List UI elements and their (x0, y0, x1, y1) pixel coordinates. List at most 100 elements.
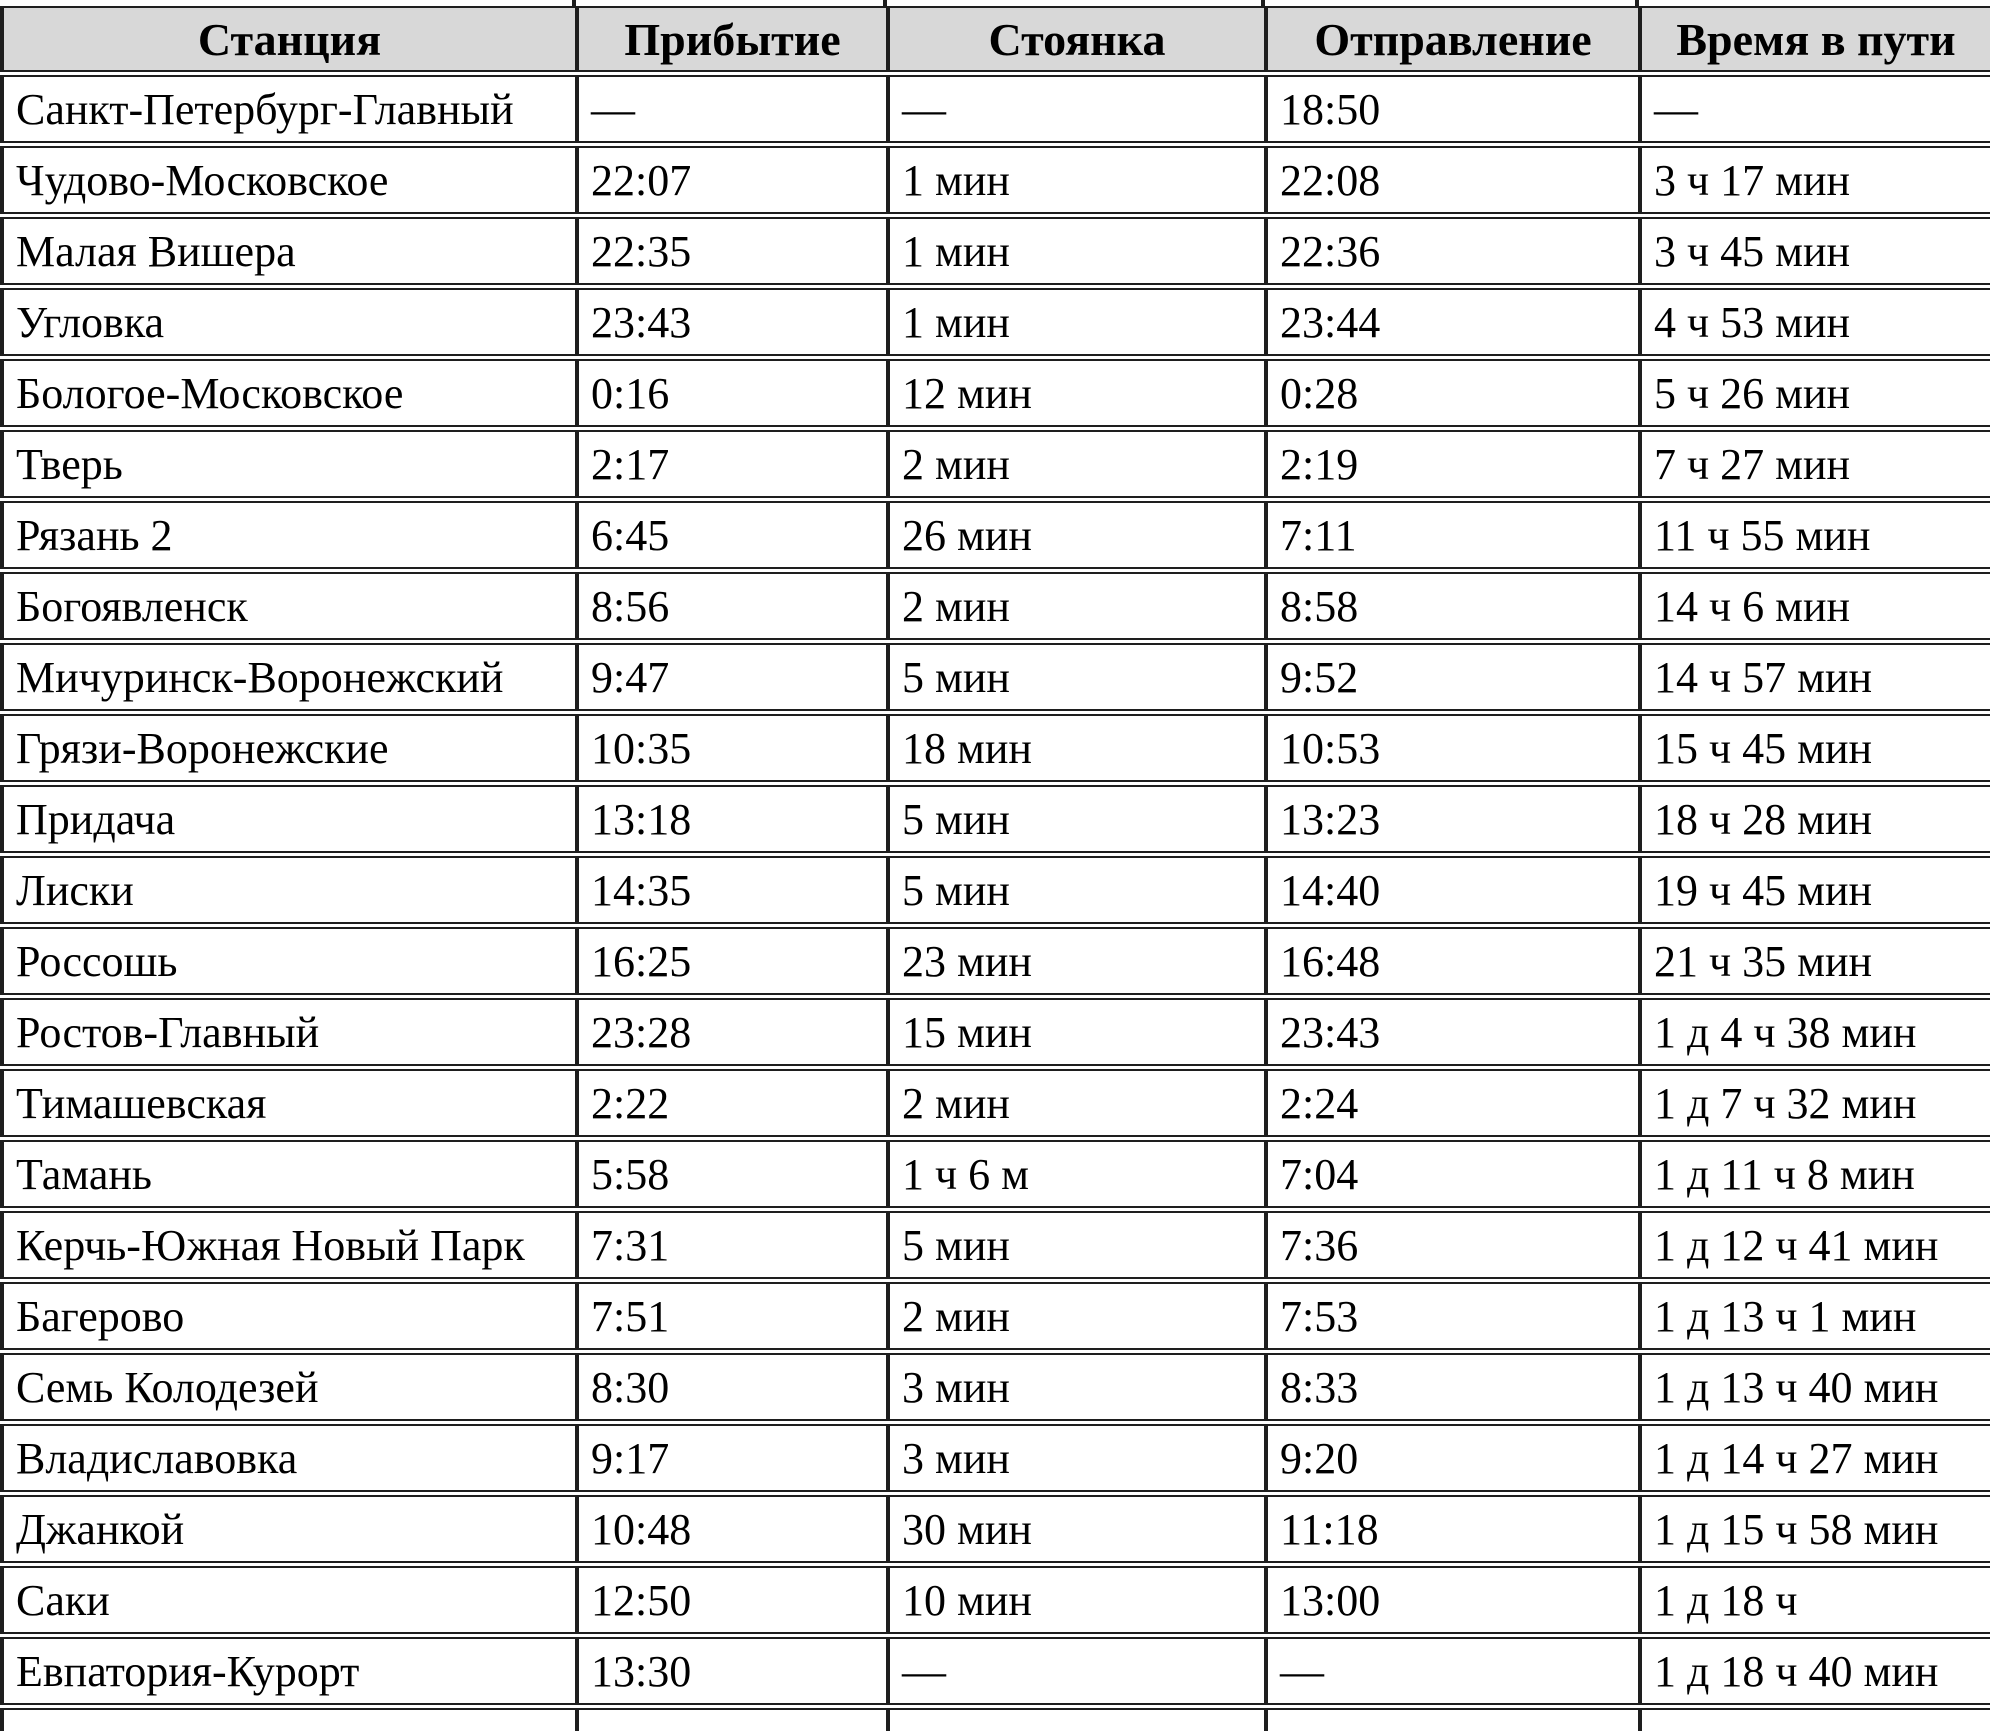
travel-time-cell: 18 ч 28 мин (1638, 783, 1990, 858)
travel-time-cell: 15 ч 45 мин (1638, 712, 1990, 787)
station-cell: Рязань 2 (0, 499, 579, 574)
arrival-cell: 7:51 (575, 1280, 890, 1355)
header-station: Станция (0, 7, 579, 77)
travel-time-cell: 3 ч 45 мин (1638, 215, 1990, 290)
table-row: Лиски 14:35 5 мин 14:40 19 ч 45 мин (0, 854, 1990, 929)
departure-cell: 8:58 (1264, 570, 1642, 645)
empty-cell (1264, 1706, 1642, 1731)
grid-line-sliver (1265, 0, 1639, 6)
station-cell: Богоявленск (0, 570, 579, 645)
table-row: Тамань 5:58 1 ч 6 м 7:04 1 д 11 ч 8 мин (0, 1138, 1990, 1213)
travel-time-cell: 7 ч 27 мин (1638, 428, 1990, 503)
departure-cell: 16:48 (1264, 925, 1642, 1000)
stop-duration-cell: 26 мин (886, 499, 1268, 574)
arrival-cell: 16:25 (575, 925, 890, 1000)
station-cell: Чудово-Московское (0, 144, 579, 219)
empty-cell (1638, 1706, 1990, 1731)
table-row: Семь Колодезей 8:30 3 мин 8:33 1 д 13 ч 40 м… (0, 1351, 1990, 1426)
station-cell: Угловка (0, 286, 579, 361)
departure-cell: 14:40 (1264, 854, 1642, 929)
table-row: Санкт-Петербург-Главный — —18:50— (0, 73, 1990, 148)
empty-cell (886, 1706, 1268, 1731)
travel-time-cell: 1 д 13 ч 1 мин (1638, 1280, 1990, 1355)
arrival-cell: 0:16 (575, 357, 890, 432)
travel-time-cell: 1 д 7 ч 32 мин (1638, 1067, 1990, 1142)
stop-duration-cell: 1 мин (886, 144, 1268, 219)
stop-duration-cell: — (886, 1635, 1268, 1710)
table-row: Тверь 2:17 2 мин 2:19 7 ч 27 мин (0, 428, 1990, 503)
station-cell: Джанкой (0, 1493, 579, 1568)
station-cell: Грязи-Воронежские (0, 712, 579, 787)
travel-time-cell: 1 д 18 ч 40 мин (1638, 1635, 1990, 1710)
stop-duration-cell: 5 мин (886, 1209, 1268, 1284)
table-row: Угловка 23:43 1 мин 23:44 4 ч 53 мин (0, 286, 1990, 361)
departure-cell: 7:04 (1264, 1138, 1642, 1213)
travel-time-cell: 5 ч 26 мин (1638, 357, 1990, 432)
station-cell: Евпатория-Курорт (0, 1635, 579, 1710)
arrival-cell: 23:43 (575, 286, 890, 361)
arrival-cell: 9:47 (575, 641, 890, 716)
stop-duration-cell: 5 мин (886, 783, 1268, 858)
departure-cell: 9:52 (1264, 641, 1642, 716)
departure-cell: 13:23 (1264, 783, 1642, 858)
station-cell: Россошь (0, 925, 579, 1000)
arrival-cell: 12:50 (575, 1564, 890, 1639)
cropped-top-edge (0, 0, 1990, 6)
arrival-cell: 14:35 (575, 854, 890, 929)
stop-duration-cell: 1 мин (886, 215, 1268, 290)
table-row: Багерово 7:51 2 мин 7:53 1 д 13 ч 1 мин (0, 1280, 1990, 1355)
stop-duration-cell: 3 мин (886, 1351, 1268, 1426)
arrival-cell: 5:58 (575, 1138, 890, 1213)
grid-line-sliver (887, 0, 1265, 6)
departure-cell: 7:11 (1264, 499, 1642, 574)
header-stop-duration: Стоянка (886, 7, 1268, 77)
departure-cell: 23:43 (1264, 996, 1642, 1071)
departure-cell: 7:53 (1264, 1280, 1642, 1355)
travel-time-cell: — (1638, 73, 1990, 148)
stop-duration-cell: 5 мин (886, 854, 1268, 929)
travel-time-cell: 3 ч 17 мин (1638, 144, 1990, 219)
empty-cell (0, 1706, 579, 1731)
station-cell: Лиски (0, 854, 579, 929)
travel-time-cell: 14 ч 6 мин (1638, 570, 1990, 645)
departure-cell: 23:44 (1264, 286, 1642, 361)
station-cell: Саки (0, 1564, 579, 1639)
departure-cell: 9:20 (1264, 1422, 1642, 1497)
station-cell: Придача (0, 783, 579, 858)
header-row: Станция Прибытие Стоянка Отправление Вре… (0, 7, 1990, 77)
table-row: Ростов-Главный 23:28 15 мин 23:43 1 д 4 ч 38… (0, 996, 1990, 1071)
table-row: Рязань 2 6:45 26 мин 7:11 11 ч 55 мин (0, 499, 1990, 574)
station-cell: Владиславовка (0, 1422, 579, 1497)
arrival-cell: 22:07 (575, 144, 890, 219)
grid-line-sliver (576, 0, 887, 6)
station-cell: Мичуринск-Воронежский (0, 641, 579, 716)
table-row: Малая Вишера 22:35 1 мин 22:36 3 ч 45 мин (0, 215, 1990, 290)
departure-cell: 22:36 (1264, 215, 1642, 290)
header-departure: Отправление (1264, 7, 1642, 77)
stop-duration-cell: 1 ч 6 м (886, 1138, 1268, 1213)
table-row: Джанкой 10:48 30 мин 11:18 1 д 15 ч 58 мин (0, 1493, 1990, 1568)
departure-cell: 10:53 (1264, 712, 1642, 787)
station-cell: Ростов-Главный (0, 996, 579, 1071)
departure-cell: — (1264, 1635, 1642, 1710)
table-row: Россошь 16:25 23 мин 16:48 21 ч 35 мин (0, 925, 1990, 1000)
grid-line-sliver (0, 0, 576, 6)
stop-duration-cell: 2 мин (886, 428, 1268, 503)
travel-time-cell: 21 ч 35 мин (1638, 925, 1990, 1000)
departure-cell: 8:33 (1264, 1351, 1642, 1426)
station-cell: Керчь-Южная Новый Парк (0, 1209, 579, 1284)
station-cell: Тамань (0, 1138, 579, 1213)
table-row: Тимашевская 2:22 2 мин 2:24 1 д 7 ч 32 мин (0, 1067, 1990, 1142)
stop-duration-cell: 18 мин (886, 712, 1268, 787)
table-row: Бологое-Московское 0:16 12 мин 0:28 5 ч 26 м… (0, 357, 1990, 432)
arrival-cell: 10:48 (575, 1493, 890, 1568)
arrival-cell: 13:18 (575, 783, 890, 858)
station-cell: Бологое-Московское (0, 357, 579, 432)
departure-cell: 18:50 (1264, 73, 1642, 148)
travel-time-cell: 1 д 11 ч 8 мин (1638, 1138, 1990, 1213)
arrival-cell: 13:30 (575, 1635, 890, 1710)
departure-cell: 0:28 (1264, 357, 1642, 432)
arrival-cell: 7:31 (575, 1209, 890, 1284)
stop-duration-cell: 5 мин (886, 641, 1268, 716)
train-timetable: Станция Прибытие Стоянка Отправление Вре… (0, 6, 1990, 1731)
